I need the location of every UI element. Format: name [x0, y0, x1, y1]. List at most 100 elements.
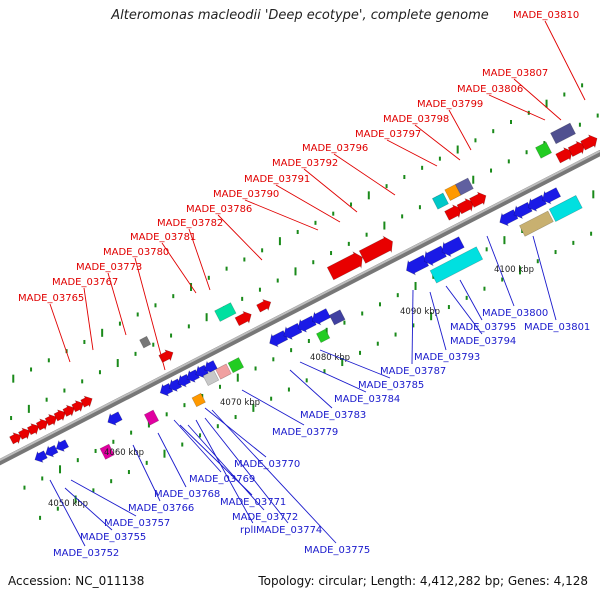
lower-label-leader	[486, 235, 515, 307]
track-tick	[118, 321, 121, 326]
track-tick	[272, 357, 275, 362]
accession-label: Accession: NC_011138	[8, 574, 145, 588]
lower-gene-label: MADE_03785	[358, 380, 424, 391]
track-tick	[350, 202, 353, 207]
track-tick	[590, 231, 593, 236]
scale-label: 4100 kbp	[494, 265, 534, 275]
lower-label-leader	[187, 424, 265, 511]
track-tick	[501, 277, 504, 282]
track-tick	[170, 333, 173, 338]
scale-label: 4080 kbp	[310, 353, 350, 363]
lower-label-leader	[459, 279, 483, 321]
track-tick	[554, 250, 557, 255]
track-tick	[347, 241, 350, 246]
upper-label-leader	[386, 139, 438, 167]
reverse-gene-arrow	[513, 201, 533, 220]
upper-label-leader	[49, 303, 71, 363]
forward-gene-arrow	[53, 409, 66, 422]
track-tick	[254, 366, 257, 371]
track-tick	[403, 174, 406, 179]
track-tick	[330, 251, 333, 256]
forward-gene-arrow	[18, 427, 31, 440]
track-tick	[418, 205, 421, 210]
upper-gene-label: MADE_03806	[457, 84, 523, 95]
track-tick	[92, 488, 95, 493]
lower-label-leader	[195, 419, 254, 524]
gene-block-tan	[519, 210, 554, 237]
gene-block-cyan	[431, 192, 449, 210]
forward-gene-arrow	[567, 140, 585, 157]
track-tick	[581, 83, 584, 88]
track-tick	[243, 257, 246, 262]
track-tick	[27, 404, 30, 413]
lower-gene-label: MADE_03794	[450, 336, 516, 347]
forward-gene-arrow	[71, 400, 84, 413]
track-tick	[578, 122, 581, 127]
forward-gene-arrow	[580, 134, 598, 151]
upper-label-leader	[448, 109, 472, 151]
upper-gene-label: MADE_03786	[186, 204, 252, 215]
upper-gene-label: MADE_03797	[355, 129, 421, 140]
track-tick	[510, 119, 513, 124]
track-tick	[290, 348, 293, 353]
gene-block-orange	[191, 392, 206, 408]
upper-gene-label: MADE_03796	[302, 143, 368, 154]
upper-label-leader	[134, 257, 166, 371]
genome-summary-label: Topology: circular; Length: 4,412,282 bp…	[258, 574, 588, 588]
track-tick	[492, 129, 495, 134]
track-tick	[414, 281, 417, 290]
track-tick	[474, 138, 477, 143]
lower-gene-label: MADE_03774	[256, 525, 322, 536]
track-tick	[507, 159, 510, 164]
upper-label-leader	[161, 242, 197, 294]
lower-gene-label: MADE_03766	[128, 503, 194, 514]
track-tick	[252, 403, 255, 412]
track-tick	[572, 240, 575, 245]
lower-gene-label: MADE_03775	[304, 545, 370, 556]
track-tick	[30, 367, 33, 372]
upper-gene-label: MADE_03807	[482, 68, 548, 79]
upper-label-leader	[217, 214, 263, 261]
forward-gene-arrow	[234, 310, 252, 327]
track-tick	[10, 416, 13, 421]
track-tick	[383, 221, 386, 230]
upper-gene-label: MADE_03765	[18, 293, 84, 304]
lower-label-leader	[289, 369, 333, 409]
track-tick	[365, 232, 368, 237]
track-tick	[56, 506, 59, 511]
lower-label-leader	[70, 479, 137, 517]
gene-block-green	[227, 357, 245, 374]
lower-gene-label: MADE_03769	[189, 474, 255, 485]
track-tick	[314, 220, 317, 225]
track-tick	[183, 403, 186, 408]
track-tick	[261, 248, 264, 253]
track-tick	[236, 373, 239, 382]
track-tick	[592, 190, 595, 199]
track-tick	[76, 458, 79, 463]
lower-label-leader	[64, 487, 113, 531]
gene-block-grey	[139, 335, 152, 349]
upper-gene-label: MADE_03799	[417, 99, 483, 110]
track-tick	[199, 433, 202, 438]
scale-label: 4060 kbp	[104, 448, 144, 458]
gene-block-cyan	[429, 246, 484, 284]
gene-block-navy	[455, 177, 474, 196]
upper-gene-label: MADE_03782	[157, 218, 223, 229]
track-tick	[294, 267, 297, 276]
track-tick	[536, 259, 539, 264]
track-tick	[154, 303, 157, 308]
lower-gene-label: MADE_03755	[80, 532, 146, 543]
upper-label-leader	[107, 272, 127, 336]
lower-gene-label: MADE_03757	[104, 518, 170, 529]
track-tick	[430, 312, 433, 321]
upper-label-leader	[188, 228, 211, 291]
backbone-line	[0, 150, 600, 466]
lower-label-leader	[241, 389, 305, 426]
track-tick	[201, 393, 204, 398]
lower-label-leader	[299, 361, 367, 393]
track-tick	[152, 342, 155, 347]
track-tick	[438, 156, 441, 161]
track-tick	[47, 358, 50, 363]
track-tick	[41, 476, 44, 481]
track-tick	[23, 485, 26, 490]
